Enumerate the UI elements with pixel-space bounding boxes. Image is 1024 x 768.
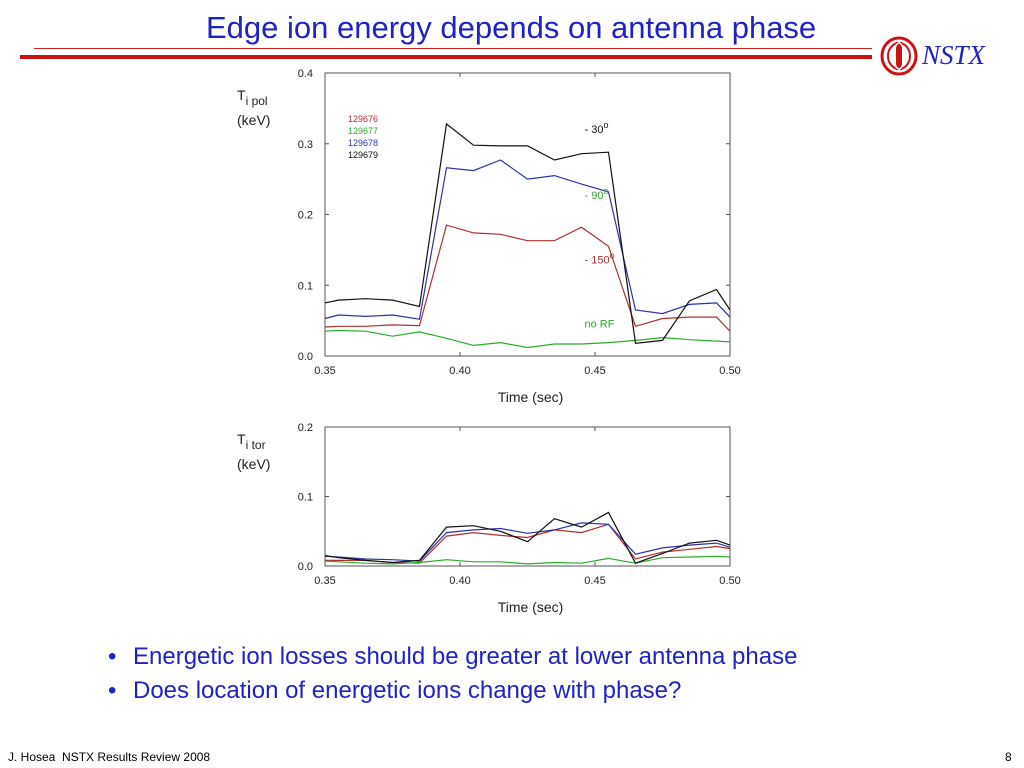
bullet-item: • Does location of energetic ions change … bbox=[108, 674, 797, 708]
y-tick-label: 0.1 bbox=[298, 280, 313, 292]
y-axis-label: Ti tor bbox=[237, 431, 266, 452]
nstx-emblem-icon bbox=[880, 36, 918, 76]
y-tick-label: 0.2 bbox=[298, 422, 313, 434]
y-axis-label-sub: i tor bbox=[246, 438, 266, 452]
annotation-degree: o bbox=[603, 120, 608, 130]
annotation-text: - 150 bbox=[585, 254, 610, 266]
bullet-dot-icon: • bbox=[108, 677, 117, 704]
x-tick-label: 0.45 bbox=[584, 365, 605, 377]
annotation-text: - 90 bbox=[585, 190, 604, 202]
series-line-129678 bbox=[324, 159, 731, 320]
bullet-list: • Energetic ion losses should be greater … bbox=[108, 640, 797, 708]
x-tick-label: 0.50 bbox=[719, 365, 740, 377]
phase-annotation: - 90o bbox=[585, 186, 609, 202]
chart-1: 0.35 0.40 0.45 0.50 0.0 0.1 0.2 0.3 0.4 Time (sec… bbox=[237, 68, 741, 405]
phase-annotation: no RF bbox=[585, 319, 615, 331]
y-tick-label: 0.0 bbox=[298, 351, 313, 363]
y-axis-label-sub: i pol bbox=[246, 94, 268, 108]
series-line-129677 bbox=[324, 555, 731, 565]
title-rule-thin bbox=[34, 48, 872, 49]
x-tick-label: 0.45 bbox=[584, 575, 605, 587]
phase-annotation: - 30o bbox=[585, 120, 609, 136]
series-line-129678 bbox=[324, 522, 731, 562]
series-line-129676 bbox=[324, 224, 731, 332]
bullet-text: Energetic ion losses should be greater a… bbox=[133, 643, 798, 670]
title-rule-thick bbox=[20, 55, 872, 59]
x-tick-label: 0.40 bbox=[449, 575, 470, 587]
x-tick-label: 0.50 bbox=[719, 575, 740, 587]
annotation-degree: o bbox=[603, 186, 608, 196]
y-axis-label-main: T bbox=[237, 87, 246, 103]
y-tick-label: 0.4 bbox=[298, 68, 313, 80]
phase-annotation: - 150o bbox=[585, 250, 615, 266]
y-axis-label: Ti pol bbox=[237, 87, 268, 108]
legend-entry: 129676 bbox=[348, 114, 378, 124]
x-tick-label: 0.35 bbox=[314, 365, 335, 377]
y-tick-label: 0.0 bbox=[298, 561, 313, 573]
plot-frame bbox=[324, 426, 731, 567]
page-number: 8 bbox=[1005, 750, 1012, 764]
legend-entry: 129679 bbox=[348, 150, 378, 160]
annotation-degree: o bbox=[610, 250, 615, 260]
y-tick-label: 0.3 bbox=[298, 139, 313, 151]
y-tick-label: 0.1 bbox=[298, 492, 313, 504]
series-line-129677 bbox=[324, 329, 731, 349]
charts-canvas: 0.35 0.40 0.45 0.50 0.0 0.1 0.2 0.3 0.4 Time (sec… bbox=[237, 68, 741, 615]
bullet-dot-icon: • bbox=[108, 643, 117, 670]
chart-2: 0.35 0.40 0.45 0.50 0.0 0.1 0.2 Time (sec) Ti to… bbox=[237, 422, 741, 615]
slide-title: Edge ion energy depends on antenna phase bbox=[206, 10, 817, 45]
footer-author: J. Hosea NSTX Results Review 2008 bbox=[8, 750, 211, 764]
bullet-item: • Energetic ion losses should be greater … bbox=[108, 640, 797, 674]
annotation-text: no RF bbox=[585, 319, 615, 331]
y-tick-label: 0.2 bbox=[298, 210, 313, 222]
logo-text: NSTX bbox=[922, 40, 986, 70]
legend-entry: 129677 bbox=[348, 126, 378, 136]
x-axis-label: Time (sec) bbox=[498, 389, 564, 405]
x-axis-label: Time (sec) bbox=[498, 599, 564, 615]
y-axis-label-main: T bbox=[237, 431, 246, 447]
nstx-logo: NSTX bbox=[880, 36, 1010, 76]
bullet-text: Does location of energetic ions change w… bbox=[133, 677, 682, 704]
plot-frame bbox=[324, 72, 731, 357]
series-line-129679 bbox=[324, 122, 731, 344]
legend-entry: 129678 bbox=[348, 138, 378, 148]
x-tick-label: 0.40 bbox=[449, 365, 470, 377]
annotation-text: - 30 bbox=[585, 124, 604, 136]
y-axis-unit: (keV) bbox=[237, 456, 270, 472]
y-axis-unit: (keV) bbox=[237, 112, 270, 128]
series-line-129679 bbox=[324, 511, 731, 564]
x-tick-label: 0.35 bbox=[314, 575, 335, 587]
